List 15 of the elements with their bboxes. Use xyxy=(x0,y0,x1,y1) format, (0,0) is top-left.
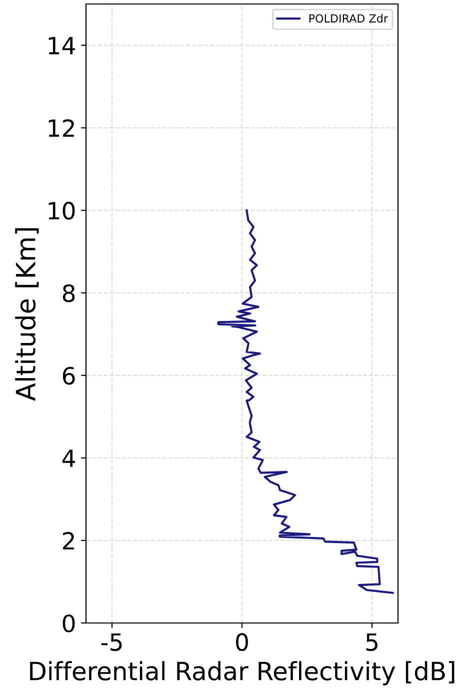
y-tick-label: 12 xyxy=(48,119,74,137)
legend-label: POLDIRAD Zdr xyxy=(309,14,388,23)
y-tick-label: 14 xyxy=(48,37,75,54)
y-tick-label: 2 xyxy=(62,532,74,550)
y-tick-label: 6 xyxy=(62,366,75,385)
line-series xyxy=(217,209,394,594)
y-tick-label: 0 xyxy=(62,614,75,632)
x-axis-title: Differential Radar Reflectivity [dB] xyxy=(30,661,454,686)
x-tick-label: -5 xyxy=(101,633,122,651)
x-tick-label: 0 xyxy=(236,633,248,651)
y-tick-label: 10 xyxy=(48,202,75,220)
x-tick-label: 5 xyxy=(366,633,378,651)
y-tick-label: 4 xyxy=(62,450,75,467)
y-tick-label: 8 xyxy=(62,284,75,302)
y-axis-title: Altitude [Km] xyxy=(15,228,39,401)
